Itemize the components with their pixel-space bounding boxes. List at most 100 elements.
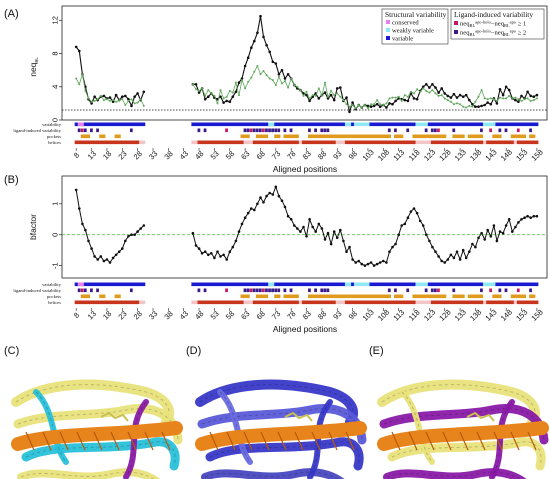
- series-point-0: [375, 102, 379, 106]
- y-tick-label: 1: [51, 202, 60, 206]
- series-point-0: [93, 255, 96, 258]
- series-point-1: [535, 97, 538, 100]
- series-point-0: [440, 87, 444, 90]
- ligand-mark: [96, 128, 99, 133]
- pocket-segment: [274, 134, 281, 139]
- helix-ribbon: [205, 437, 364, 471]
- variability-segment: [483, 282, 496, 287]
- helix-ribbon: [377, 379, 541, 427]
- central-helix-turn: [311, 431, 321, 451]
- series-point-0: [228, 100, 232, 103]
- ligand-mark: [433, 128, 437, 133]
- x-tick-label: 38: [162, 149, 174, 161]
- series-point-0: [87, 239, 90, 243]
- central-helix-turn: [110, 431, 120, 451]
- series-point-1: [216, 102, 219, 105]
- legend2-swatch-ge2: [454, 30, 458, 34]
- x-tick-label: 63: [239, 309, 251, 321]
- ligand-mark: [424, 128, 428, 133]
- series-point-0: [286, 73, 290, 76]
- series-point-1: [339, 95, 342, 98]
- series-point-0: [489, 235, 493, 238]
- series-point-1: [265, 74, 268, 77]
- series-point-1: [253, 70, 256, 73]
- series-point-0: [311, 225, 315, 229]
- central-helix-turn: [476, 431, 486, 451]
- series-point-0: [345, 250, 348, 253]
- series-point-0: [449, 253, 453, 257]
- series-point-0: [504, 85, 508, 89]
- series-point-0: [81, 222, 84, 226]
- series-point-1: [443, 97, 446, 100]
- series-point-0: [111, 256, 115, 260]
- helix-ribbon: [33, 389, 69, 465]
- series-point-0: [225, 99, 228, 103]
- helix-ribbon-shading: [401, 391, 433, 463]
- series-point-1: [121, 98, 124, 101]
- series-point-0: [421, 85, 425, 89]
- series-point-0: [480, 231, 483, 235]
- ligand-mark: [197, 288, 201, 293]
- ligand-mark: [529, 128, 532, 133]
- ligand-mark: [504, 288, 508, 293]
- panel-a-track-label-ligand: ligand-induced variability: [13, 128, 61, 133]
- series-point-0: [90, 247, 93, 250]
- series-point-0: [332, 230, 336, 233]
- series-point-0: [391, 102, 394, 106]
- series-point-0: [520, 218, 523, 221]
- series-point-0: [256, 31, 259, 35]
- panel-b-track-label-helices: helices: [48, 300, 61, 305]
- series-point-0: [262, 201, 265, 204]
- series-point-1: [274, 84, 277, 87]
- pocket-segment: [452, 134, 465, 139]
- helix-segment: [252, 300, 299, 305]
- pocket-segment: [467, 134, 484, 139]
- x-tick-label: 58: [224, 149, 236, 161]
- series-point-1: [449, 100, 452, 103]
- series-point-0: [225, 258, 228, 261]
- series-point-1: [462, 105, 465, 108]
- series-line-0: [192, 185, 537, 267]
- series-point-0: [498, 88, 502, 91]
- helix-ribbon: [399, 389, 435, 465]
- ligand-mark: [271, 128, 274, 133]
- series-point-0: [203, 97, 207, 101]
- variability-segment: [74, 122, 146, 127]
- series-point-1: [287, 86, 290, 89]
- variability-segment: [77, 122, 84, 127]
- series-point-1: [330, 89, 333, 92]
- helix-segment: [197, 300, 244, 305]
- central-helix-turn: [161, 431, 171, 451]
- central-helix-turn: [209, 431, 219, 451]
- x-tick-label: 13: [86, 309, 98, 321]
- helix-segment: [74, 300, 140, 305]
- series-point-1: [486, 98, 489, 101]
- series-point-0: [133, 95, 136, 98]
- series-point-0: [240, 77, 244, 80]
- series-point-0: [136, 230, 139, 233]
- series-point-1: [422, 87, 425, 90]
- series-point-0: [246, 211, 250, 215]
- legend2-label-ge1: neqBLapo-holo−neqBLapo ≥ 1: [460, 20, 526, 29]
- helix-ribbon-shading: [20, 471, 155, 479]
- series-point-0: [357, 259, 361, 263]
- x-tick-label: 133: [453, 148, 468, 163]
- central-helix: [11, 421, 183, 451]
- x-tick-label: 23: [116, 309, 128, 321]
- variability-segment: [268, 282, 275, 287]
- central-helix-turn: [459, 431, 469, 451]
- series-point-1: [268, 77, 271, 80]
- series-point-0: [280, 68, 284, 72]
- central-helix-turn: [144, 431, 154, 451]
- series-point-0: [289, 218, 293, 221]
- series-point-1: [195, 88, 197, 91]
- central-helix-turn: [59, 431, 69, 451]
- series-point-1: [373, 103, 376, 106]
- ligand-mark: [268, 288, 271, 293]
- series-point-1: [222, 97, 225, 100]
- series-point-0: [234, 239, 238, 243]
- x-tick-label: 18: [101, 149, 113, 161]
- series-point-1: [459, 103, 462, 106]
- series-point-0: [529, 94, 532, 98]
- x-tick-label: 128: [437, 148, 452, 163]
